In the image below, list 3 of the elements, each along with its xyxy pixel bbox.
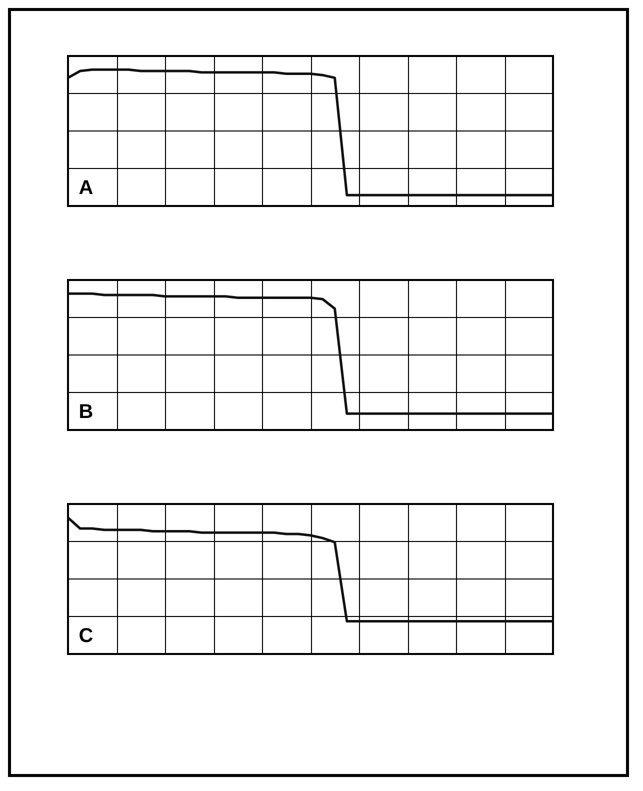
annotation: C	[78, 625, 94, 647]
annotation: B	[78, 401, 94, 423]
annotation: A	[78, 177, 94, 199]
